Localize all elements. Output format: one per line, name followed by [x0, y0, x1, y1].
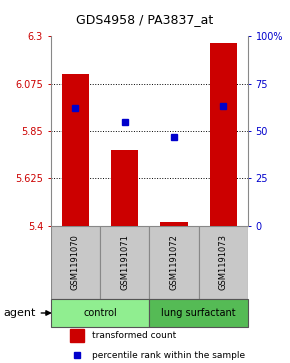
Bar	[111, 150, 138, 226]
Text: GSM1191073: GSM1191073	[219, 234, 228, 290]
Bar	[160, 221, 188, 226]
Text: percentile rank within the sample: percentile rank within the sample	[92, 351, 245, 359]
Bar	[51, 226, 100, 299]
Text: GSM1191070: GSM1191070	[71, 234, 80, 290]
Bar	[199, 226, 248, 299]
Text: agent: agent	[3, 308, 35, 318]
Bar	[100, 226, 149, 299]
Bar	[62, 74, 89, 226]
Bar	[149, 299, 248, 327]
Text: control: control	[83, 308, 117, 318]
Text: GSM1191072: GSM1191072	[169, 234, 179, 290]
Text: transformed count: transformed count	[92, 331, 176, 340]
Bar	[51, 299, 149, 327]
Bar	[210, 42, 237, 226]
Bar	[70, 330, 84, 342]
Text: lung surfactant: lung surfactant	[161, 308, 236, 318]
Bar	[149, 226, 199, 299]
Text: GSM1191071: GSM1191071	[120, 234, 129, 290]
Text: GDS4958 / PA3837_at: GDS4958 / PA3837_at	[76, 13, 214, 26]
